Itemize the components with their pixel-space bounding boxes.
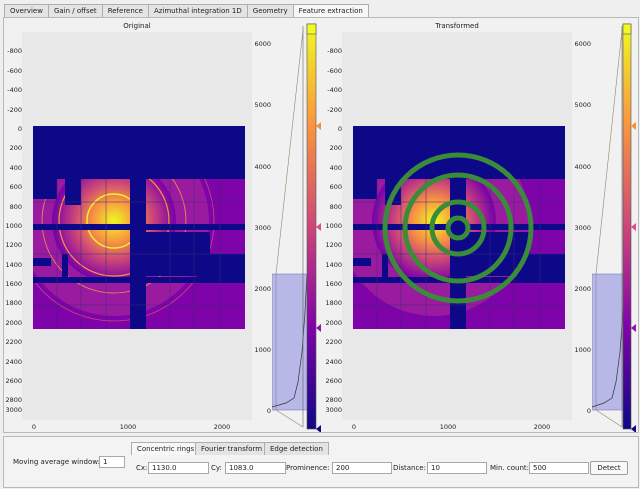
right-x-tick-label: 0 bbox=[351, 423, 357, 431]
right-colorbar-tick: 2000 bbox=[574, 285, 591, 293]
right-y-tick-label: 2800 bbox=[325, 396, 342, 404]
tab-fourier-transform[interactable]: Fourier transform bbox=[195, 442, 269, 455]
tab-edge-detection[interactable]: Edge detection bbox=[264, 442, 329, 455]
right-y-tick-label: -800 bbox=[327, 47, 342, 55]
left-y-tick-label: 800 bbox=[9, 203, 22, 211]
right-histogram-lut[interactable] bbox=[591, 22, 637, 433]
left-colorbar-tick: 4000 bbox=[254, 163, 271, 171]
right-y-tick-label: 1000 bbox=[325, 222, 342, 230]
left-y-tick-label: 1600 bbox=[5, 280, 22, 288]
right-y-tick-label: 2000 bbox=[325, 319, 342, 327]
tab-overview[interactable]: Overview bbox=[4, 4, 49, 17]
right-y-tick-label: -200 bbox=[327, 106, 342, 114]
tab-concentric-rings[interactable]: Concentric rings bbox=[131, 442, 201, 455]
left-y-tick-label: 1000 bbox=[5, 222, 22, 230]
min-count-label: Min. count: bbox=[490, 464, 529, 472]
right-histogram-graphic bbox=[591, 23, 636, 433]
left-y-tick-label: -200 bbox=[7, 106, 22, 114]
left-y-tick-label: 600 bbox=[9, 183, 22, 191]
right-x-tick-label: 1000 bbox=[439, 423, 457, 431]
right-colorbar-tick: 3000 bbox=[574, 224, 591, 232]
original-image-view[interactable] bbox=[22, 32, 252, 420]
left-colorbar-tick: 3000 bbox=[254, 224, 271, 232]
left-y-tick-label: 1800 bbox=[5, 299, 22, 307]
main-tab-bar: Overview Gain / offset Reference Azimuth… bbox=[4, 4, 369, 18]
prominence-label: Prominence: bbox=[286, 464, 330, 472]
left-colorbar-tick: 0 bbox=[266, 407, 271, 415]
detect-button[interactable]: Detect bbox=[590, 461, 628, 475]
left-y-tick-label: 200 bbox=[9, 144, 22, 152]
left-y-tick-label: 0 bbox=[17, 125, 22, 133]
left-colorbar-tick: 1000 bbox=[254, 346, 271, 354]
left-y-tick-label: 2800 bbox=[5, 396, 22, 404]
detected-rings bbox=[382, 152, 534, 304]
right-y-tick-label: 800 bbox=[329, 203, 342, 211]
cy-label: Cy: bbox=[211, 464, 222, 472]
prominence-input[interactable]: 200 bbox=[332, 462, 392, 474]
tab-gain-offset[interactable]: Gain / offset bbox=[47, 4, 103, 17]
right-y-tick-label: 1200 bbox=[325, 241, 342, 249]
moving-average-input[interactable]: 1 bbox=[99, 456, 125, 468]
right-y-tick-label: 2600 bbox=[325, 377, 342, 385]
right-y-tick-label: 600 bbox=[329, 183, 342, 191]
right-y-tick-label: -600 bbox=[327, 67, 342, 75]
tab-azimuthal-integration-1d[interactable]: Azimuthal integration 1D bbox=[147, 4, 248, 17]
right-y-tick-label: 3000 bbox=[325, 406, 342, 414]
right-y-tick-label: 2400 bbox=[325, 358, 342, 366]
left-x-tick-label: 2000 bbox=[213, 423, 231, 431]
tab-geometry[interactable]: Geometry bbox=[246, 4, 294, 17]
right-y-tick-label: 200 bbox=[329, 144, 342, 152]
left-histogram-lut[interactable] bbox=[271, 22, 324, 433]
right-y-tick-label: 1800 bbox=[325, 299, 342, 307]
left-colorbar-tick: 6000 bbox=[254, 40, 271, 48]
left-y-tick-label: -400 bbox=[7, 86, 22, 94]
transformed-plot-title: Transformed bbox=[435, 22, 479, 30]
transformed-detector-image bbox=[353, 126, 565, 329]
left-y-tick-label: 400 bbox=[9, 164, 22, 172]
original-detector-image bbox=[33, 126, 245, 329]
min-count-input[interactable]: 500 bbox=[529, 462, 589, 474]
tab-feature-extraction[interactable]: Feature extraction bbox=[292, 4, 369, 18]
cy-input[interactable]: 1083.0 bbox=[225, 462, 286, 474]
transformed-image-view[interactable] bbox=[342, 32, 572, 420]
right-y-tick-label: 1400 bbox=[325, 261, 342, 269]
left-colorbar-tick: 2000 bbox=[254, 285, 271, 293]
left-y-tick-label: 2600 bbox=[5, 377, 22, 385]
left-y-tick-label: -600 bbox=[7, 67, 22, 75]
right-colorbar-tick: 4000 bbox=[574, 163, 591, 171]
left-y-tick-label: 2400 bbox=[5, 358, 22, 366]
distance-label: Distance: bbox=[393, 464, 426, 472]
right-y-tick-label: 400 bbox=[329, 164, 342, 172]
original-plot-title: Original bbox=[123, 22, 151, 30]
right-y-tick-label: 0 bbox=[337, 125, 342, 133]
left-x-tick-label: 0 bbox=[31, 423, 37, 431]
right-y-tick-label: 2200 bbox=[325, 338, 342, 346]
right-colorbar-tick: 5000 bbox=[574, 101, 591, 109]
cx-label: Cx: bbox=[136, 464, 148, 472]
distance-input[interactable]: 10 bbox=[427, 462, 487, 474]
right-colorbar-tick: 1000 bbox=[574, 346, 591, 354]
left-y-tick-label: -800 bbox=[7, 47, 22, 55]
right-colorbar-tick: 6000 bbox=[574, 40, 591, 48]
left-y-tick-label: 2000 bbox=[5, 319, 22, 327]
cx-input[interactable]: 1130.0 bbox=[148, 462, 209, 474]
right-y-tick-label: -400 bbox=[327, 86, 342, 94]
left-y-tick-label: 2200 bbox=[5, 338, 22, 346]
right-colorbar-tick: 0 bbox=[586, 407, 591, 415]
tab-reference[interactable]: Reference bbox=[101, 4, 149, 17]
moving-average-label: Moving average window: bbox=[13, 458, 100, 466]
left-y-tick-label: 1200 bbox=[5, 241, 22, 249]
right-x-tick-label: 2000 bbox=[533, 423, 551, 431]
left-y-tick-label: 1400 bbox=[5, 261, 22, 269]
right-y-tick-label: 1600 bbox=[325, 280, 342, 288]
left-x-tick-label: 1000 bbox=[119, 423, 137, 431]
left-colorbar-tick: 5000 bbox=[254, 101, 271, 109]
left-histogram-graphic bbox=[271, 23, 321, 433]
left-y-tick-label: 3000 bbox=[5, 406, 22, 414]
